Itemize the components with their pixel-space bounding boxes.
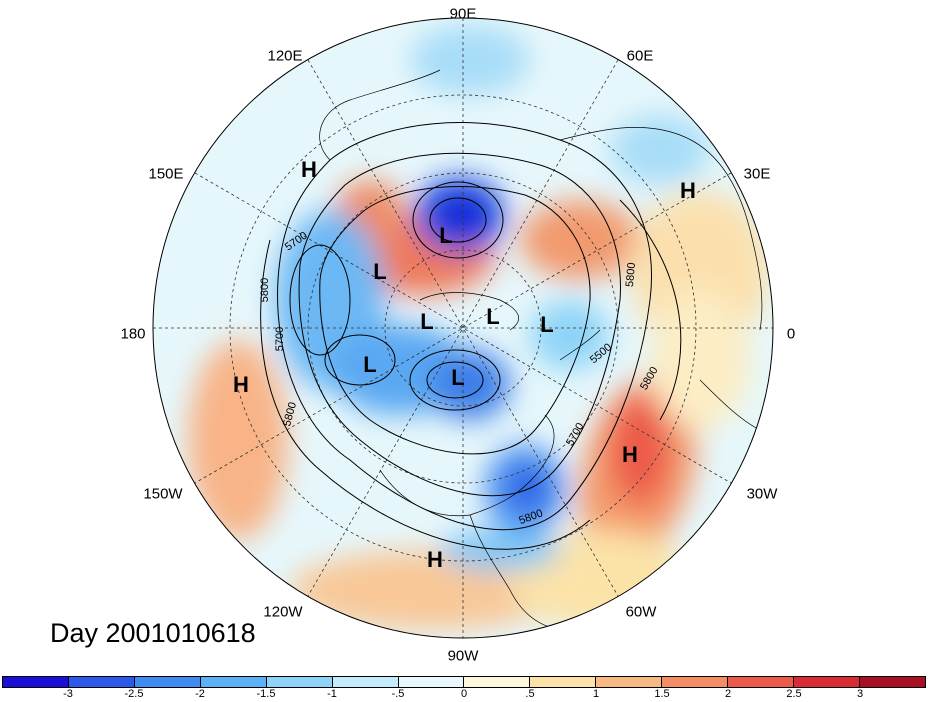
high-pressure-marker: H	[680, 178, 696, 203]
colorbar-swatch	[662, 677, 729, 687]
colorbar-tick-label: 1.5	[654, 688, 670, 700]
colorbar-swatch	[266, 677, 333, 687]
low-pressure-marker: L	[420, 309, 434, 334]
colorbar-tick-label: 2	[724, 688, 732, 700]
longitude-label: 30E	[743, 165, 771, 183]
colorbar-tick-label: 0	[460, 688, 468, 700]
colorbar-swatch	[200, 677, 267, 687]
colorbar-tick-label: -1	[327, 688, 337, 700]
colorbar-swatch	[332, 677, 399, 687]
colorbar-swatch	[134, 677, 201, 687]
colorbar-tick-label: -3	[63, 688, 73, 700]
colorbar-tick-label: 3	[856, 688, 864, 700]
longitude-label: 90W	[447, 647, 479, 665]
low-pressure-marker: L	[486, 304, 500, 329]
colorbar-swatch	[728, 677, 795, 687]
colorbar-swatch	[530, 677, 597, 687]
longitude-label: 150W	[143, 485, 183, 503]
colorbar-swatch	[794, 677, 860, 687]
longitude-label: 60E	[626, 47, 654, 65]
longitude-label: 120W	[263, 603, 303, 621]
low-pressure-marker: L	[540, 312, 554, 337]
low-pressure-marker: L	[363, 352, 377, 377]
colorbar-swatch	[3, 677, 69, 687]
low-pressure-marker: L	[373, 259, 387, 284]
map-title: Day 2001010618	[50, 618, 256, 648]
colorbar-swatch	[464, 677, 531, 687]
longitude-label: 60W	[625, 603, 657, 621]
high-pressure-marker: H	[622, 442, 638, 467]
longitude-label: 0	[786, 325, 796, 343]
high-pressure-marker: H	[427, 547, 443, 572]
low-pressure-marker: L	[451, 365, 465, 390]
colorbar-swatch	[859, 677, 925, 687]
longitude-label: 90E	[449, 5, 477, 23]
longitude-label: 150E	[148, 165, 184, 183]
low-pressure-marker: L	[439, 223, 453, 248]
colorbar-tick-label: .5	[525, 688, 535, 700]
contour-label: 5700	[274, 327, 286, 351]
longitude-label: 180	[120, 325, 146, 343]
high-pressure-marker: H	[301, 157, 317, 182]
colorbar-tick-label: -.5	[391, 688, 405, 700]
contour-label: 5800	[624, 262, 638, 287]
high-pressure-marker: H	[233, 372, 249, 397]
colorbar-swatch	[596, 677, 663, 687]
longitude-label: 120E	[267, 47, 303, 65]
colorbar-tick-label: -2.5	[124, 688, 144, 700]
colorbar	[2, 676, 926, 688]
colorbar-tick-label: -2	[195, 688, 205, 700]
longitude-label: 30W	[746, 485, 778, 503]
colorbar-tick-label: 1	[592, 688, 600, 700]
colorbar-tick-label: -1.5	[256, 688, 276, 700]
colorbar-swatch	[398, 677, 465, 687]
colorbar-swatch	[68, 677, 135, 687]
contour-label: 5800	[259, 278, 271, 302]
colorbar-tick-label: 2.5	[786, 688, 802, 700]
